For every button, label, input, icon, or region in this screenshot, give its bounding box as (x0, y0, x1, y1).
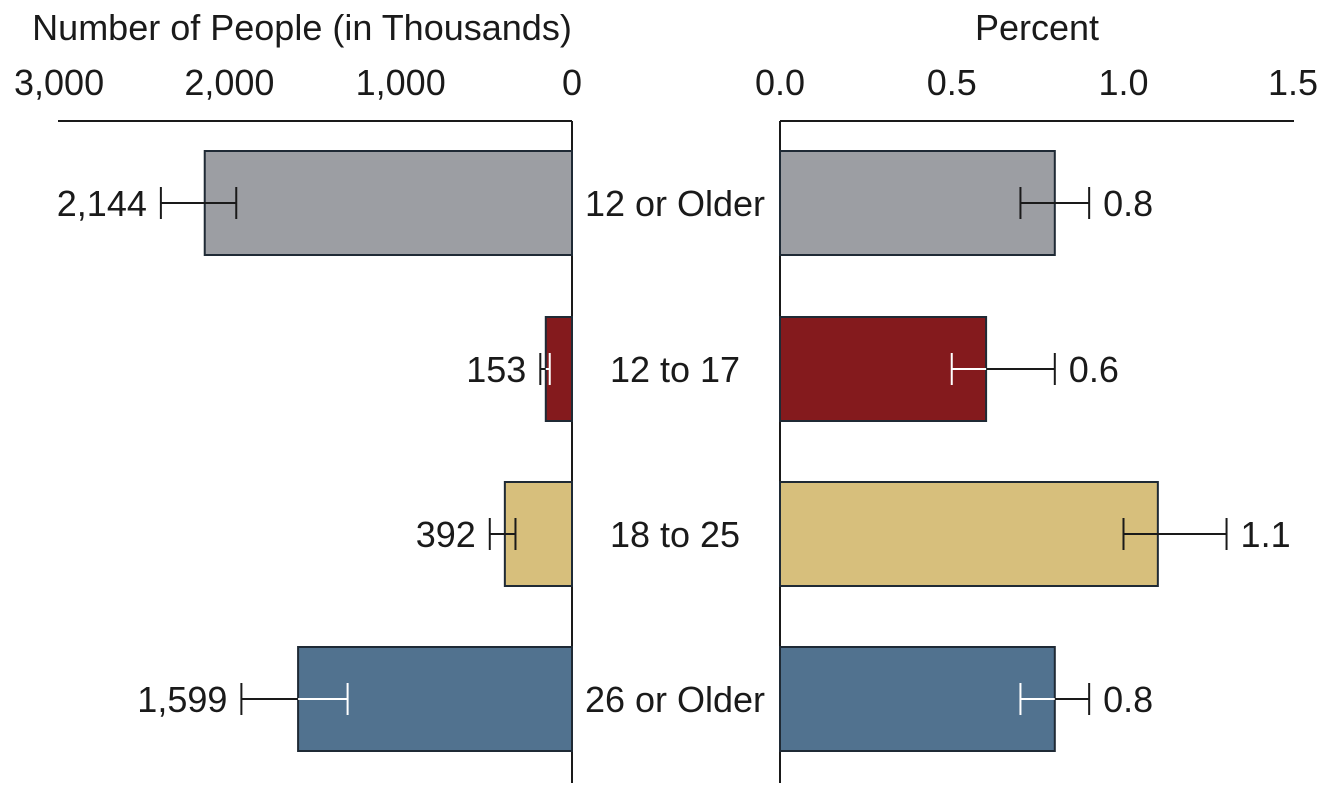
left-tick-label: 2,000 (184, 62, 274, 103)
right-tick-label: 0.0 (755, 62, 805, 103)
category-label: 12 to 17 (610, 349, 740, 390)
left-tick-label: 1,000 (356, 62, 446, 103)
left-tick-label: 3,000 (14, 62, 104, 103)
right-panel-title: Percent (975, 7, 1099, 48)
right-panel: 0.0 0.5 1.0 1.5 0.8 0.6 1.1 0.8 (755, 62, 1318, 783)
category-label: 26 or Older (585, 679, 765, 720)
category-labels: 12 or Older 12 to 17 18 to 25 26 or Older (585, 183, 765, 720)
right-bar (779, 481, 1159, 587)
left-bar (203, 150, 574, 256)
left-panel: 3,000 2,000 1,000 0 2,144 153 392 1,599 (14, 62, 582, 783)
left-panel-title: Number of People (in Thousands) (32, 7, 572, 48)
left-value-label: 1,599 (137, 679, 227, 720)
right-tick-label: 0.5 (927, 62, 977, 103)
category-label: 12 or Older (585, 183, 765, 224)
right-tick-label: 1.0 (1098, 62, 1148, 103)
right-bar (779, 150, 1056, 256)
left-value-label: 392 (416, 514, 476, 555)
right-bar (779, 646, 1056, 752)
right-tick-label: 1.5 (1268, 62, 1318, 103)
left-tick-label: 0 (562, 62, 582, 103)
right-value-label: 0.8 (1103, 183, 1153, 224)
left-value-label: 2,144 (57, 183, 147, 224)
right-value-label: 0.6 (1069, 349, 1119, 390)
left-value-label: 153 (466, 349, 526, 390)
right-value-label: 1.1 (1241, 514, 1291, 555)
category-label: 18 to 25 (610, 514, 740, 555)
right-value-label: 0.8 (1103, 679, 1153, 720)
